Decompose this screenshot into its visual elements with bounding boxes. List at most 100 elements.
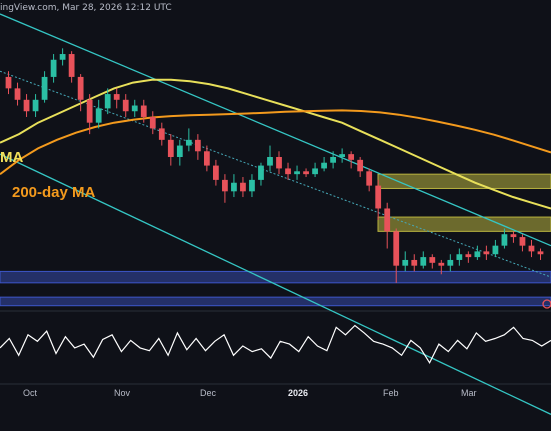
candle-body <box>86 99 93 123</box>
candle <box>285 162 291 180</box>
x-tick-label: 2026 <box>288 388 309 398</box>
candle <box>68 51 75 83</box>
candle-body <box>176 145 183 157</box>
candle <box>213 159 219 186</box>
x-tick-label: Nov <box>114 388 131 398</box>
candle-body <box>23 99 30 112</box>
candle-body <box>5 76 12 89</box>
candle-body <box>294 171 300 175</box>
candle <box>402 251 409 272</box>
candle <box>303 168 309 178</box>
candle-body <box>303 171 309 175</box>
candle-body <box>59 54 66 60</box>
candle-body <box>402 259 409 266</box>
candle-body <box>131 105 138 112</box>
candle <box>348 151 355 169</box>
candle <box>474 245 481 260</box>
candle-body <box>167 139 174 157</box>
x-tick-label: Dec <box>200 388 217 398</box>
candle-body <box>258 165 264 180</box>
candle <box>5 71 12 95</box>
candle <box>321 157 327 172</box>
candle-body <box>366 171 373 186</box>
candle <box>32 94 39 117</box>
candle <box>59 48 66 66</box>
candle-body <box>203 151 210 166</box>
candle-body <box>474 251 481 258</box>
alert-icon[interactable] <box>542 299 551 309</box>
candle-body <box>330 157 336 163</box>
zone-resistance-upper <box>377 173 551 189</box>
channel-lower-line <box>0 153 551 415</box>
moving-averages-layer <box>0 78 551 210</box>
candle-body <box>483 251 490 255</box>
rsi-layer <box>0 324 551 365</box>
candle <box>438 259 445 275</box>
candle <box>203 145 210 172</box>
candle <box>483 245 490 260</box>
zone-support-lower <box>0 296 551 307</box>
candle-body <box>339 154 346 157</box>
channel-upper-line <box>0 13 551 247</box>
candle <box>492 239 499 258</box>
candle <box>113 88 120 109</box>
candle <box>447 254 454 272</box>
candle-body <box>249 179 255 192</box>
candle-body <box>104 94 111 109</box>
candle-body <box>222 179 228 192</box>
candle-body <box>231 182 237 192</box>
candle <box>537 248 544 260</box>
candle <box>330 151 336 169</box>
candle <box>411 254 418 272</box>
candle <box>375 179 382 220</box>
candle-body <box>285 168 291 175</box>
candle-body <box>122 99 129 112</box>
candle-body <box>149 116 156 129</box>
candle-body <box>267 157 273 166</box>
candle <box>50 54 57 83</box>
candle <box>41 71 48 103</box>
candle-body <box>510 234 517 238</box>
candle-body <box>95 108 102 123</box>
source-header: ingView.com, Mar 28, 2026 12:12 UTC <box>0 3 172 13</box>
candle <box>393 228 400 283</box>
candle <box>149 111 156 135</box>
candle-body <box>501 234 508 246</box>
candle-body <box>276 157 282 169</box>
candle <box>519 234 526 252</box>
candle-body <box>68 54 75 77</box>
candle <box>185 128 192 152</box>
candle <box>14 82 21 106</box>
candle-body <box>465 254 472 258</box>
candle-body <box>32 99 39 112</box>
zone-support-upper <box>0 270 551 284</box>
candle-body <box>519 237 526 246</box>
candle <box>339 148 346 163</box>
x-tick-label: Mar <box>461 388 477 398</box>
candle-body <box>384 208 391 232</box>
x-tick-label: Feb <box>383 388 399 398</box>
candle <box>23 94 30 117</box>
candle <box>122 94 129 117</box>
candle-body <box>393 231 400 266</box>
candle <box>501 228 508 249</box>
candle <box>194 134 201 160</box>
candle-body <box>14 88 21 100</box>
candle <box>312 162 318 178</box>
candle <box>465 251 472 263</box>
candle <box>366 168 373 192</box>
candle-body <box>528 245 535 252</box>
candle-body <box>113 94 120 100</box>
candle-body <box>158 128 165 140</box>
candle-body <box>492 245 499 255</box>
candle-body <box>185 139 192 146</box>
candle-body <box>321 162 327 169</box>
candle <box>131 99 138 117</box>
candle-body <box>375 185 382 209</box>
candle <box>276 151 282 175</box>
rsi-line <box>0 324 551 365</box>
x-tick-label: Oct <box>23 388 38 398</box>
candle <box>249 174 255 198</box>
candle-body <box>411 259 418 266</box>
candle-body <box>456 254 463 260</box>
